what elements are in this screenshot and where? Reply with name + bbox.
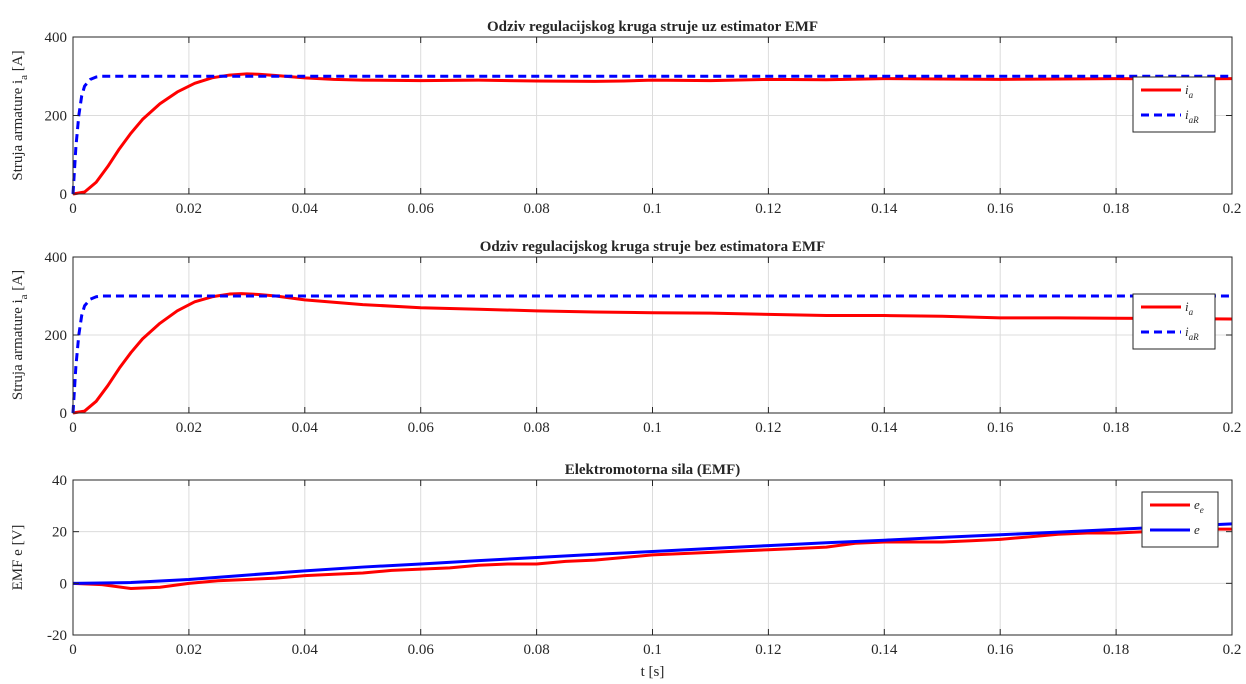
- x-tick-label: 0: [69, 420, 77, 436]
- series-line-2: [72, 522, 1233, 585]
- legend-box: [1132, 76, 1216, 133]
- x-tick-label: 0.14: [871, 201, 898, 217]
- y-tick-label: 0: [60, 576, 68, 592]
- x-tick-label: 0.1: [643, 420, 662, 436]
- y-axis-label: Struja armature ia [A]: [10, 50, 30, 180]
- x-tick-label: 0.06: [408, 201, 435, 217]
- x-tick-label: 0.02: [176, 201, 202, 217]
- legend-label-2: iaR: [1185, 324, 1199, 342]
- legend: ia iaR: [1132, 76, 1216, 133]
- y-tick-label: -20: [47, 628, 67, 644]
- x-tick-label: 0.12: [755, 420, 781, 436]
- x-tick-label: 0.16: [987, 642, 1014, 658]
- x-tick-label: 0.14: [871, 420, 898, 436]
- x-tick-label: 0.16: [987, 201, 1014, 217]
- y-tick-label: 20: [52, 525, 67, 541]
- legend-label-1: ia: [1185, 82, 1194, 100]
- x-tick-label: 0.2: [1223, 642, 1242, 658]
- x-tick-label: 0.14: [871, 642, 898, 658]
- legend-label-2: iaR: [1185, 107, 1199, 125]
- series-line-1: [72, 292, 1233, 415]
- y-tick-label: 400: [45, 30, 68, 46]
- series-line-2: [71, 74, 1232, 195]
- x-tick-label: 0.1: [643, 201, 662, 217]
- chart-panel-3: 0 0.02 0.04 0.06 0.08 0.1 0.12 0.14 0.16 0.18 0.2 -…: [10, 462, 1241, 680]
- x-tick-label: 0.2: [1223, 420, 1242, 436]
- x-tick-label: 0.18: [1103, 420, 1129, 436]
- legend-label-2: e: [1194, 522, 1200, 537]
- x-tick-label: 0.16: [987, 420, 1014, 436]
- legend-label-1: ee: [1194, 497, 1204, 515]
- x-tick-label: 0.02: [176, 420, 202, 436]
- x-axis-label: t [s]: [641, 664, 665, 680]
- chart-title: Odziv regulacijskog kruga struje uz esti…: [487, 19, 818, 35]
- y-tick-label: 0: [60, 406, 68, 422]
- x-tick-label: 0.1: [643, 642, 662, 658]
- legend: ia iaR: [1132, 293, 1216, 350]
- series-line-1: [72, 527, 1232, 590]
- x-tick-label: 0.08: [523, 201, 549, 217]
- y-tick-label: 200: [45, 328, 68, 344]
- x-tick-label: 0.12: [755, 642, 781, 658]
- x-tick-label: 0.06: [408, 420, 435, 436]
- x-tick-label: 0.18: [1103, 642, 1129, 658]
- y-tick-label: 400: [45, 250, 68, 266]
- chart-panel-1: 0 0.02 0.04 0.06 0.08 0.1 0.12 0.14 0.16 0.18 0.2 0…: [10, 19, 1241, 217]
- legend-box: [1141, 491, 1219, 548]
- chart-title: Elektromotorna sila (EMF): [565, 462, 741, 478]
- x-tick-label: 0.02: [176, 642, 202, 658]
- y-tick-label: 0: [60, 187, 68, 203]
- x-tick-label: 0.04: [292, 420, 319, 436]
- y-axis-label: EMF e [V]: [10, 525, 26, 591]
- legend: eee: [1141, 491, 1219, 548]
- x-tick-label: 0.04: [292, 201, 319, 217]
- series-line-2: [71, 294, 1232, 414]
- y-axis-label: Struja armature ia [A]: [10, 270, 30, 400]
- x-tick-label: 0.06: [408, 642, 435, 658]
- x-tick-label: 0.08: [523, 642, 549, 658]
- series-line-1: [72, 72, 1233, 196]
- x-tick-label: 0.12: [755, 201, 781, 217]
- x-tick-label: 0: [69, 642, 77, 658]
- chart-title: Odziv regulacijskog kruga struje bez est…: [480, 239, 826, 255]
- x-tick-label: 0: [69, 201, 77, 217]
- x-tick-label: 0.2: [1223, 201, 1242, 217]
- x-tick-label: 0.04: [292, 642, 319, 658]
- legend-box: [1132, 293, 1216, 350]
- chart-panel-2: 0 0.02 0.04 0.06 0.08 0.1 0.12 0.14 0.16 0.18 0.2 0…: [10, 239, 1241, 436]
- x-tick-label: 0.08: [523, 420, 549, 436]
- legend-label-1: ia: [1185, 299, 1194, 317]
- y-tick-label: 40: [52, 473, 67, 489]
- y-tick-label: 200: [45, 109, 68, 125]
- x-tick-label: 0.18: [1103, 201, 1129, 217]
